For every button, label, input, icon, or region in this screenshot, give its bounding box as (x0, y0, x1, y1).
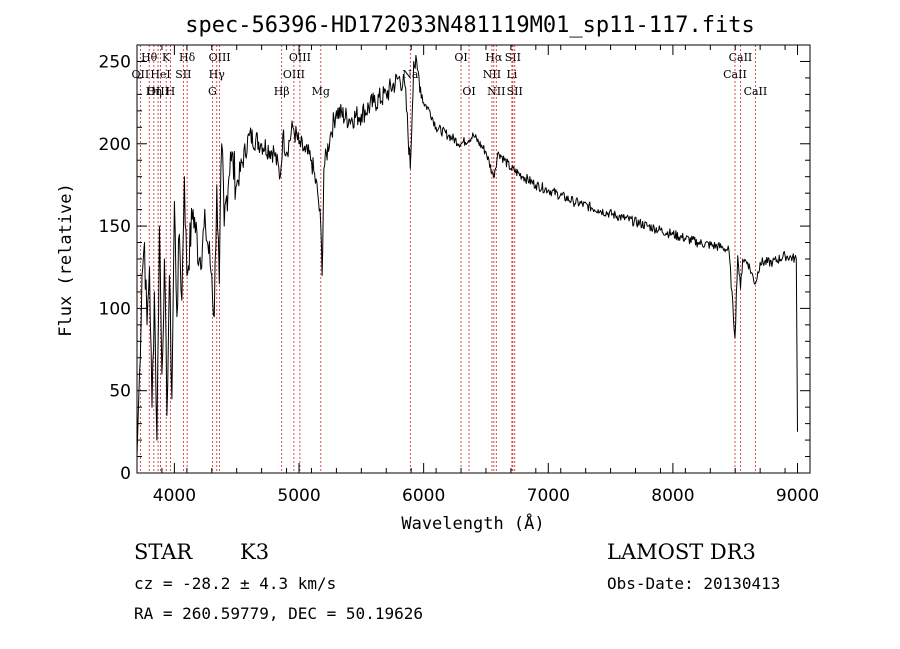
x-tick-label: 9000 (776, 486, 819, 506)
spectral-line-label: Hγ (209, 68, 226, 81)
spectral-line-label: OIII (147, 85, 169, 98)
spectral-line-markers: Hθ OII OIII K HeI Hη SII H Hδ OIII Hγ G Hβ OIII OIII Mg… (132, 45, 768, 473)
object-subclass: K3 (240, 540, 270, 564)
spectral-line-label: SII (505, 51, 521, 64)
y-tick-label: 200 (99, 135, 131, 155)
spectral-line-label: Hη (146, 85, 162, 98)
y-tick-label: 250 (99, 52, 131, 72)
spectral-line-label: Hα (485, 51, 503, 64)
spectral-line-label: Na (402, 68, 419, 81)
x-tick-label: 4000 (153, 486, 196, 506)
spectrum-series (136, 54, 798, 457)
spectral-line-label: NII (487, 85, 505, 98)
spectral-line-label: OI (462, 85, 475, 98)
x-tick-label: 6000 (402, 486, 445, 506)
spectral-line-label: OIII (209, 51, 231, 64)
chart-title: spec-56396-HD172033N481119M01_sp11-117.f… (185, 13, 755, 38)
spectral-line-label: SII (175, 68, 191, 81)
spectral-line-label: OII (132, 68, 150, 81)
object-class: STAR (134, 540, 193, 564)
x-axis-ticks: 4000 5000 6000 7000 8000 9000 (136, 45, 819, 506)
redshift-cz: cz = -28.2 ± 4.3 km/s (134, 574, 337, 593)
coordinates: RA = 260.59779, DEC = 50.19626 (134, 604, 423, 623)
x-tick-label: 5000 (277, 486, 320, 506)
y-axis-label: Flux (relative) (56, 183, 76, 337)
x-tick-label: 8000 (651, 486, 694, 506)
x-axis-label: Wavelength (Å) (401, 512, 544, 534)
spectral-line-label: Hθ (141, 51, 158, 64)
y-tick-label: 50 (109, 382, 131, 402)
survey-name: LAMOST DR3 (607, 540, 756, 564)
spectral-line-label: OI (454, 51, 467, 64)
y-axis-ticks: 0 50 100 150 200 250 (99, 44, 810, 484)
observation-date: Obs-Date: 20130413 (607, 574, 781, 593)
spectral-line-label: Hβ (274, 85, 290, 98)
spectral-line-label: G (208, 85, 217, 98)
spectral-line-label: Hδ (179, 51, 196, 64)
plot-frame (136, 44, 811, 474)
spectral-line-label: SII (507, 85, 523, 98)
y-tick-label: 150 (99, 217, 131, 237)
spectral-line-label: H (166, 85, 176, 98)
spectral-line-label: Li (506, 68, 517, 81)
spectral-line-label: CaII (744, 85, 768, 98)
y-tick-label: 0 (120, 464, 131, 484)
spectral-line-label: CaII (723, 68, 747, 81)
spectral-line-label: HeI (150, 68, 170, 81)
spectral-line-label: OIII (283, 68, 305, 81)
y-tick-label: 100 (99, 299, 131, 319)
x-tick-label: 7000 (527, 486, 570, 506)
spectral-line-label: CaII (729, 51, 753, 64)
spectral-line-label: NII (483, 68, 501, 81)
spectral-line-label: OIII (289, 51, 311, 64)
spectral-line-label: Mg (312, 85, 330, 98)
spectral-line-label: K (162, 51, 171, 64)
spectrum-line (136, 54, 798, 457)
